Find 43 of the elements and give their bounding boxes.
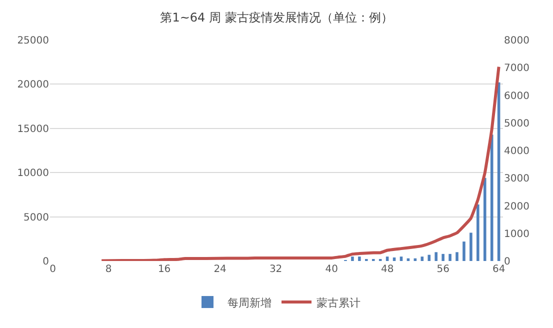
y2-tick-label: 1000: [504, 228, 530, 240]
x-tick-label: 8: [105, 264, 112, 275]
y-tick-label: 25000: [17, 36, 49, 46]
y2-tick-label: 6000: [504, 90, 530, 102]
y2-tick-label: 4000: [504, 146, 530, 157]
bar: [351, 256, 354, 261]
bar: [386, 256, 389, 261]
x-tick-label: 48: [380, 264, 394, 275]
bar: [420, 256, 424, 261]
y-tick-label: 0: [42, 256, 49, 268]
x-tick-label: 32: [269, 264, 282, 275]
bar: [483, 178, 486, 261]
y-tick-label: 20000: [17, 80, 49, 91]
bar: [358, 256, 361, 261]
bar: [428, 254, 431, 261]
bar: [400, 256, 403, 261]
y2-tick-label: 3000: [504, 174, 530, 185]
x-tick-label: 0: [50, 264, 56, 275]
y-tick-label: 5000: [24, 212, 49, 224]
bar: [470, 232, 472, 261]
bar: [462, 242, 466, 261]
bar: [434, 252, 438, 261]
chart-title: 第1~64 周 蒙古疫情发展情况（单位：例）: [160, 10, 393, 25]
legend-label: 蒙古累计: [316, 296, 360, 310]
y2-tick-label: 0: [504, 256, 510, 268]
line-series: [100, 65, 500, 261]
x-tick-label: 40: [325, 264, 338, 275]
y-tick-label: 15000: [17, 124, 49, 135]
bar: [476, 204, 480, 261]
y2-tick-label: 5000: [504, 118, 530, 130]
x-tick-label: 24: [214, 264, 226, 275]
x-tick-label: 16: [158, 264, 171, 275]
bar: [448, 254, 452, 261]
x-tick-label: 56: [436, 264, 450, 275]
bar: [456, 252, 458, 261]
y2-tick-label: 2000: [504, 201, 530, 212]
bar: [392, 257, 396, 261]
x-tick-label: 64: [492, 264, 506, 275]
y2-tick-label: 8000: [504, 36, 530, 46]
y2-tick-label: 7000: [504, 63, 530, 74]
y-tick-label: 10000: [17, 168, 49, 180]
bar: [442, 254, 444, 261]
legend-label: 每周新增: [228, 296, 272, 310]
